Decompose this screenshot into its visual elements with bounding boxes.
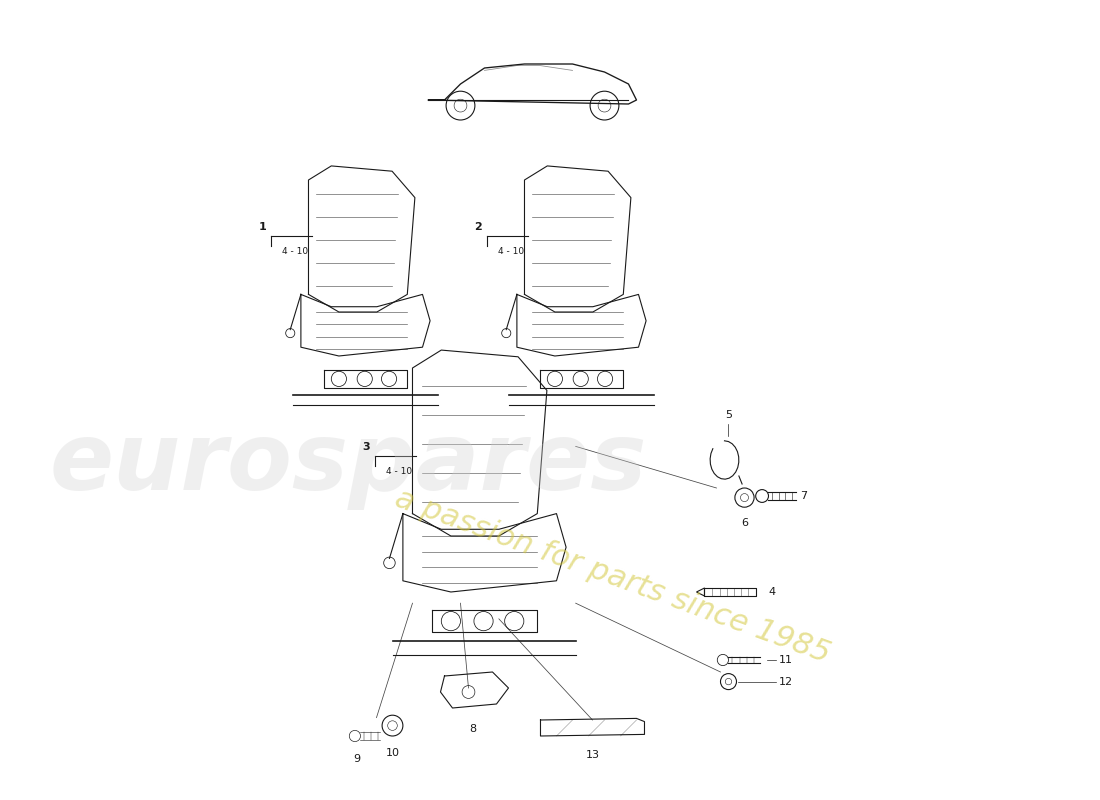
Text: 3: 3: [363, 442, 370, 452]
Text: 4 - 10: 4 - 10: [498, 247, 525, 256]
Text: 12: 12: [779, 677, 793, 686]
Text: 8: 8: [469, 724, 476, 734]
Text: 7: 7: [801, 491, 807, 501]
Text: 1: 1: [258, 222, 266, 232]
Text: 2: 2: [474, 222, 482, 232]
Text: 4: 4: [769, 587, 776, 597]
Text: a passion for parts since 1985: a passion for parts since 1985: [390, 483, 834, 669]
Text: eurospares: eurospares: [50, 418, 647, 510]
Text: 6: 6: [741, 518, 748, 528]
Text: 9: 9: [353, 754, 360, 763]
Text: 4 - 10: 4 - 10: [386, 467, 412, 476]
Text: 5: 5: [725, 410, 732, 420]
Text: 10: 10: [385, 748, 399, 758]
Text: 4 - 10: 4 - 10: [282, 247, 308, 256]
Text: 13: 13: [585, 750, 600, 760]
Text: 11: 11: [779, 655, 793, 665]
